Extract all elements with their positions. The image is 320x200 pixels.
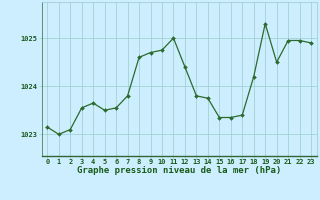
- X-axis label: Graphe pression niveau de la mer (hPa): Graphe pression niveau de la mer (hPa): [77, 166, 281, 175]
